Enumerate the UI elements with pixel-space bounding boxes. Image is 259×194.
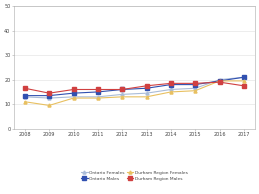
- Ontario Females: [23, 96, 26, 98]
- Durham Region Males: [121, 88, 124, 91]
- Durham Region Females: [48, 104, 51, 107]
- Ontario Males: [218, 80, 221, 82]
- Durham Region Females: [242, 80, 246, 82]
- Ontario Females: [194, 87, 197, 89]
- Ontario Females: [48, 97, 51, 99]
- Durham Region Females: [121, 96, 124, 98]
- Ontario Females: [218, 79, 221, 81]
- Durham Region Females: [218, 80, 221, 82]
- Ontario Males: [242, 76, 246, 78]
- Ontario Females: [169, 88, 172, 91]
- Durham Region Females: [194, 90, 197, 92]
- Durham Region Males: [242, 85, 246, 87]
- Durham Region Males: [23, 87, 26, 89]
- Ontario Males: [145, 87, 148, 89]
- Durham Region Females: [96, 97, 99, 99]
- Durham Region Females: [72, 97, 75, 99]
- Durham Region Males: [145, 85, 148, 87]
- Durham Region Males: [194, 82, 197, 85]
- Legend: Ontario Females, Ontario Males, Durham Region Females, Durham Region Males: Ontario Females, Ontario Males, Durham R…: [81, 170, 188, 181]
- Durham Region Males: [72, 88, 75, 91]
- Ontario Females: [242, 76, 246, 78]
- Ontario Females: [145, 92, 148, 94]
- Durham Region Males: [169, 82, 172, 85]
- Line: Ontario Males: Ontario Males: [23, 76, 246, 97]
- Durham Region Females: [23, 100, 26, 103]
- Ontario Females: [96, 96, 99, 98]
- Ontario Males: [23, 94, 26, 97]
- Durham Region Females: [145, 96, 148, 98]
- Durham Region Males: [218, 81, 221, 83]
- Line: Durham Region Males: Durham Region Males: [23, 81, 246, 95]
- Ontario Males: [96, 91, 99, 93]
- Ontario Males: [169, 83, 172, 86]
- Ontario Males: [194, 83, 197, 86]
- Line: Ontario Females: Ontario Females: [23, 76, 246, 100]
- Ontario Males: [72, 92, 75, 94]
- Ontario Males: [121, 88, 124, 91]
- Ontario Males: [48, 94, 51, 97]
- Ontario Females: [121, 93, 124, 96]
- Line: Durham Region Females: Durham Region Females: [23, 79, 246, 107]
- Durham Region Males: [96, 88, 99, 91]
- Durham Region Males: [48, 92, 51, 94]
- Ontario Females: [72, 96, 75, 98]
- Durham Region Females: [169, 91, 172, 93]
